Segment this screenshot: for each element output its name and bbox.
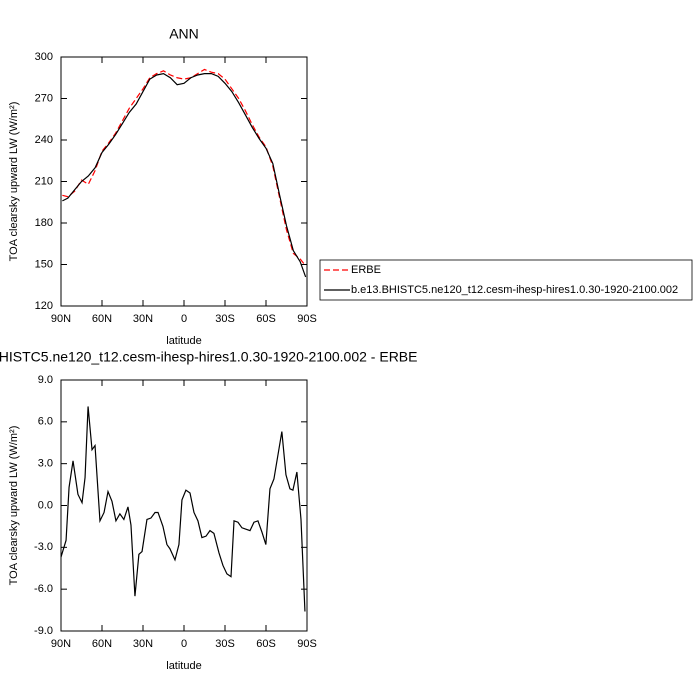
plot-frame xyxy=(60,56,308,307)
x-tick-label: 60S xyxy=(256,313,276,325)
y-tick-label: 240 xyxy=(35,134,53,146)
y-axis-label: TOA clearsky upward LW (W/m²) xyxy=(8,102,20,262)
data-line xyxy=(62,72,307,278)
y-tick-label: -6.0 xyxy=(34,583,53,595)
x-axis-label: latitude xyxy=(166,335,201,347)
x-tick-label: 30N xyxy=(133,638,153,650)
x-tick-label: 60N xyxy=(92,638,112,650)
y-tick-label: 3.0 xyxy=(38,458,53,470)
y-tick-label: 150 xyxy=(35,258,53,270)
legend-label: b.e13.BHISTC5.ne120_t12.cesm-ihesp-hires… xyxy=(351,284,678,296)
x-tick-label: 90S xyxy=(297,313,317,325)
x-tick-label: 60N xyxy=(92,313,112,325)
y-tick-label: -9.0 xyxy=(34,625,53,637)
x-tick-label: 90S xyxy=(297,638,317,650)
y-tick-label: 300 xyxy=(35,51,53,63)
x-tick-label: 60S xyxy=(256,638,276,650)
x-tick-label: 0 xyxy=(181,638,187,650)
x-tick-label: 30N xyxy=(133,313,153,325)
x-tick-label: 0 xyxy=(181,313,187,325)
y-tick-label: 210 xyxy=(35,175,53,187)
x-tick-label: 30S xyxy=(215,313,235,325)
y-tick-label: -3.0 xyxy=(34,541,53,553)
x-axis-label: latitude xyxy=(166,660,201,672)
data-line xyxy=(62,68,307,267)
x-tick-label: 90N xyxy=(51,638,71,650)
legend-box xyxy=(319,259,693,301)
data-line xyxy=(60,406,306,612)
y-tick-label: 0.0 xyxy=(38,499,53,511)
plot-frame xyxy=(60,379,308,632)
chart-title: ANN xyxy=(169,26,199,42)
y-tick-label: 6.0 xyxy=(38,416,53,428)
x-tick-label: 30S xyxy=(215,638,235,650)
y-tick-label: 120 xyxy=(35,300,53,312)
y-axis-label: TOA clearsky upward LW (W/m²) xyxy=(8,426,20,586)
chart-title: b.e13.BHISTC5.ne120_t12.cesm-ihesp-hires… xyxy=(0,349,417,365)
x-tick-label: 90N xyxy=(51,313,71,325)
y-tick-label: 270 xyxy=(35,92,53,104)
y-tick-label: 9.0 xyxy=(38,374,53,386)
legend-label: ERBE xyxy=(351,264,381,276)
y-tick-label: 180 xyxy=(35,217,53,229)
